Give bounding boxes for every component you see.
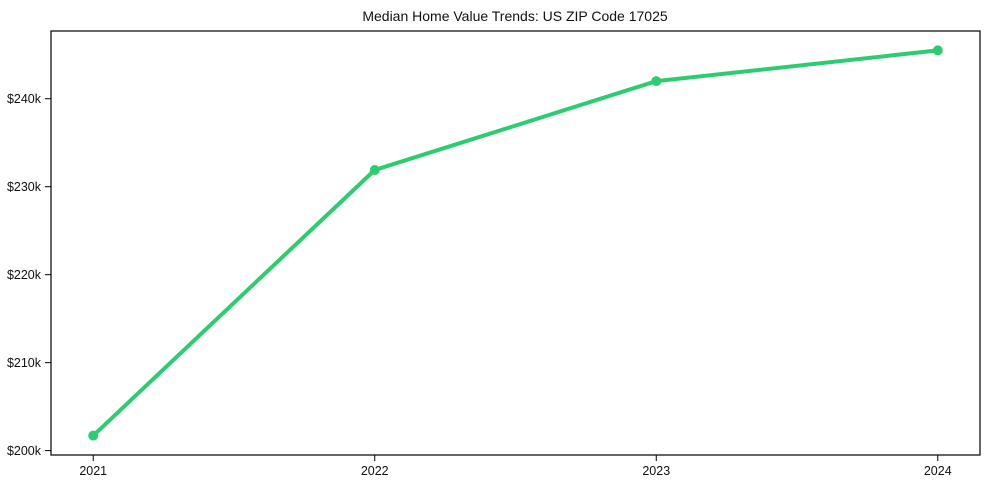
data-point-2021	[88, 430, 99, 441]
plot-area: $200k $210k $220k $230k $240k 2021 2022 2023 202…	[7, 30, 981, 478]
chart-title: Median Home Value Trends: US ZIP Code 17…	[362, 8, 668, 24]
x-tick-label: 2021	[79, 464, 107, 478]
y-tick-label: $220k	[7, 268, 42, 282]
data-point-2023	[651, 76, 662, 87]
data-point-2024	[932, 45, 943, 56]
y-tick-label: $200k	[7, 444, 42, 458]
data-point-2022	[369, 164, 380, 175]
y-tick-label: $210k	[7, 356, 42, 370]
trend-line	[91, 48, 940, 438]
x-tick-label: 2024	[924, 464, 952, 478]
y-tick-label: $240k	[7, 92, 42, 106]
y-tick-label: $230k	[7, 180, 42, 194]
x-tick-label: 2022	[361, 464, 389, 478]
x-tick-label: 2023	[642, 464, 670, 478]
plot-frame	[50, 30, 981, 456]
